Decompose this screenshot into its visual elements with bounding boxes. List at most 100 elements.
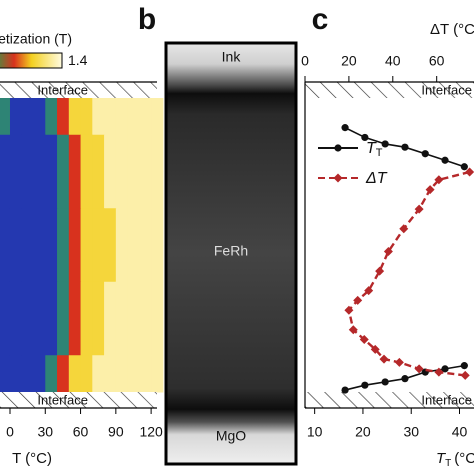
heatmap-cell [151, 281, 164, 319]
heatmap-cell [115, 245, 129, 283]
heatmap-cell [9, 318, 23, 356]
interface-label: Interface [421, 392, 472, 407]
x-axis-label-unit: (°C) [454, 450, 474, 467]
heatmap-cell [115, 208, 129, 246]
heatmap-cell [68, 318, 82, 356]
heatmap-cell [127, 355, 140, 393]
point [381, 378, 389, 386]
heatmap-cell [92, 281, 105, 319]
heatmap-cell [92, 171, 105, 209]
heatmap-cell [68, 355, 82, 393]
x-tick-label: 20 [355, 424, 371, 440]
point [394, 357, 404, 367]
legend-label: TT [366, 140, 383, 159]
panel-label: b [138, 3, 156, 36]
heatmap-cell [127, 245, 140, 283]
heatmap-cell [33, 281, 46, 319]
heatmap-cell [104, 208, 117, 246]
heatmap-cell [151, 245, 164, 283]
heatmap-cell [104, 98, 117, 136]
heatmap-cell [139, 134, 152, 172]
x-tick-label: 0 [6, 424, 14, 440]
heatmap-cell [9, 245, 23, 283]
heatmap-cell [127, 98, 140, 136]
legend-label-sub: T [376, 147, 383, 159]
heatmap-cell [151, 318, 164, 356]
point [375, 266, 385, 276]
heatmap-cell [115, 171, 129, 209]
heatmap-cell [68, 208, 82, 246]
interface-label: Interface [421, 82, 472, 97]
heatmap-cell [139, 355, 152, 393]
heatmap-cell [0, 245, 11, 283]
heatmap-cell [0, 355, 11, 393]
heatmap-cell [45, 98, 58, 136]
point [383, 247, 393, 257]
heatmap-cell [139, 171, 152, 209]
x2-tick-label: 0 [301, 53, 309, 69]
heatmap-cell [92, 318, 105, 356]
heatmap-cell [68, 281, 82, 319]
heatmap-cell [9, 355, 23, 393]
heatmap-cell [151, 134, 164, 172]
colorbar [0, 52, 63, 69]
heatmap-cell [45, 245, 58, 283]
heatmap-cell [127, 134, 140, 172]
heatmap-cell [139, 318, 152, 356]
point [434, 367, 444, 377]
point [379, 354, 389, 364]
point [370, 344, 380, 354]
heatmap-cell [80, 171, 93, 209]
heatmap-cell [80, 134, 93, 172]
heatmap-cell [139, 98, 152, 136]
x-axis-label: TT(°C) [436, 450, 474, 469]
x-tick-label: 30 [37, 424, 53, 440]
point [334, 144, 342, 152]
heatmap-cell [0, 281, 11, 319]
legend-label-main: ΔT [365, 170, 388, 187]
point [361, 133, 369, 142]
interface-band [0, 392, 157, 408]
heatmap-cell [21, 281, 35, 319]
heatmap-cell [104, 171, 117, 209]
heatmap-cell [33, 318, 46, 356]
series-line [344, 126, 465, 391]
point [460, 370, 470, 380]
heatmap-cell [21, 208, 35, 246]
interface-band [305, 392, 474, 408]
heatmap-cell [45, 171, 58, 209]
heatmap-cell [92, 208, 105, 246]
heatmap-cell [139, 281, 152, 319]
heatmap-cell [57, 98, 70, 136]
point [401, 375, 409, 383]
point [399, 224, 409, 234]
heatmap-cell [115, 318, 129, 356]
point [421, 150, 429, 158]
panel-b: b Ink FeRh MgO [138, 3, 298, 466]
heatmap-cell [151, 98, 164, 136]
heatmap-cell [45, 208, 58, 246]
heatmap-cell [151, 208, 164, 246]
micrograph [164, 41, 298, 466]
colorbar-label: Magnetization (T) [0, 31, 72, 47]
interface-label: Interface [37, 392, 88, 407]
heatmap-cell [57, 355, 70, 393]
heatmap-cell [9, 171, 23, 209]
point [441, 365, 449, 373]
heatmap-cell [57, 208, 70, 246]
point [344, 305, 354, 315]
heatmap-cell [0, 208, 11, 246]
point [401, 143, 409, 151]
heatmap-cell [80, 98, 93, 136]
heatmap-cell [33, 355, 46, 393]
point [361, 381, 369, 389]
point [381, 140, 389, 148]
heatmap-cell [0, 318, 11, 356]
legend-label: ΔT [365, 170, 388, 187]
interface-label: Interface [37, 82, 88, 97]
heatmap-cell [21, 98, 35, 136]
heatmap-cell [33, 171, 46, 209]
heatmap-cell [127, 281, 140, 319]
interface-band [305, 82, 474, 98]
x2-tick-label: 20 [341, 53, 357, 69]
